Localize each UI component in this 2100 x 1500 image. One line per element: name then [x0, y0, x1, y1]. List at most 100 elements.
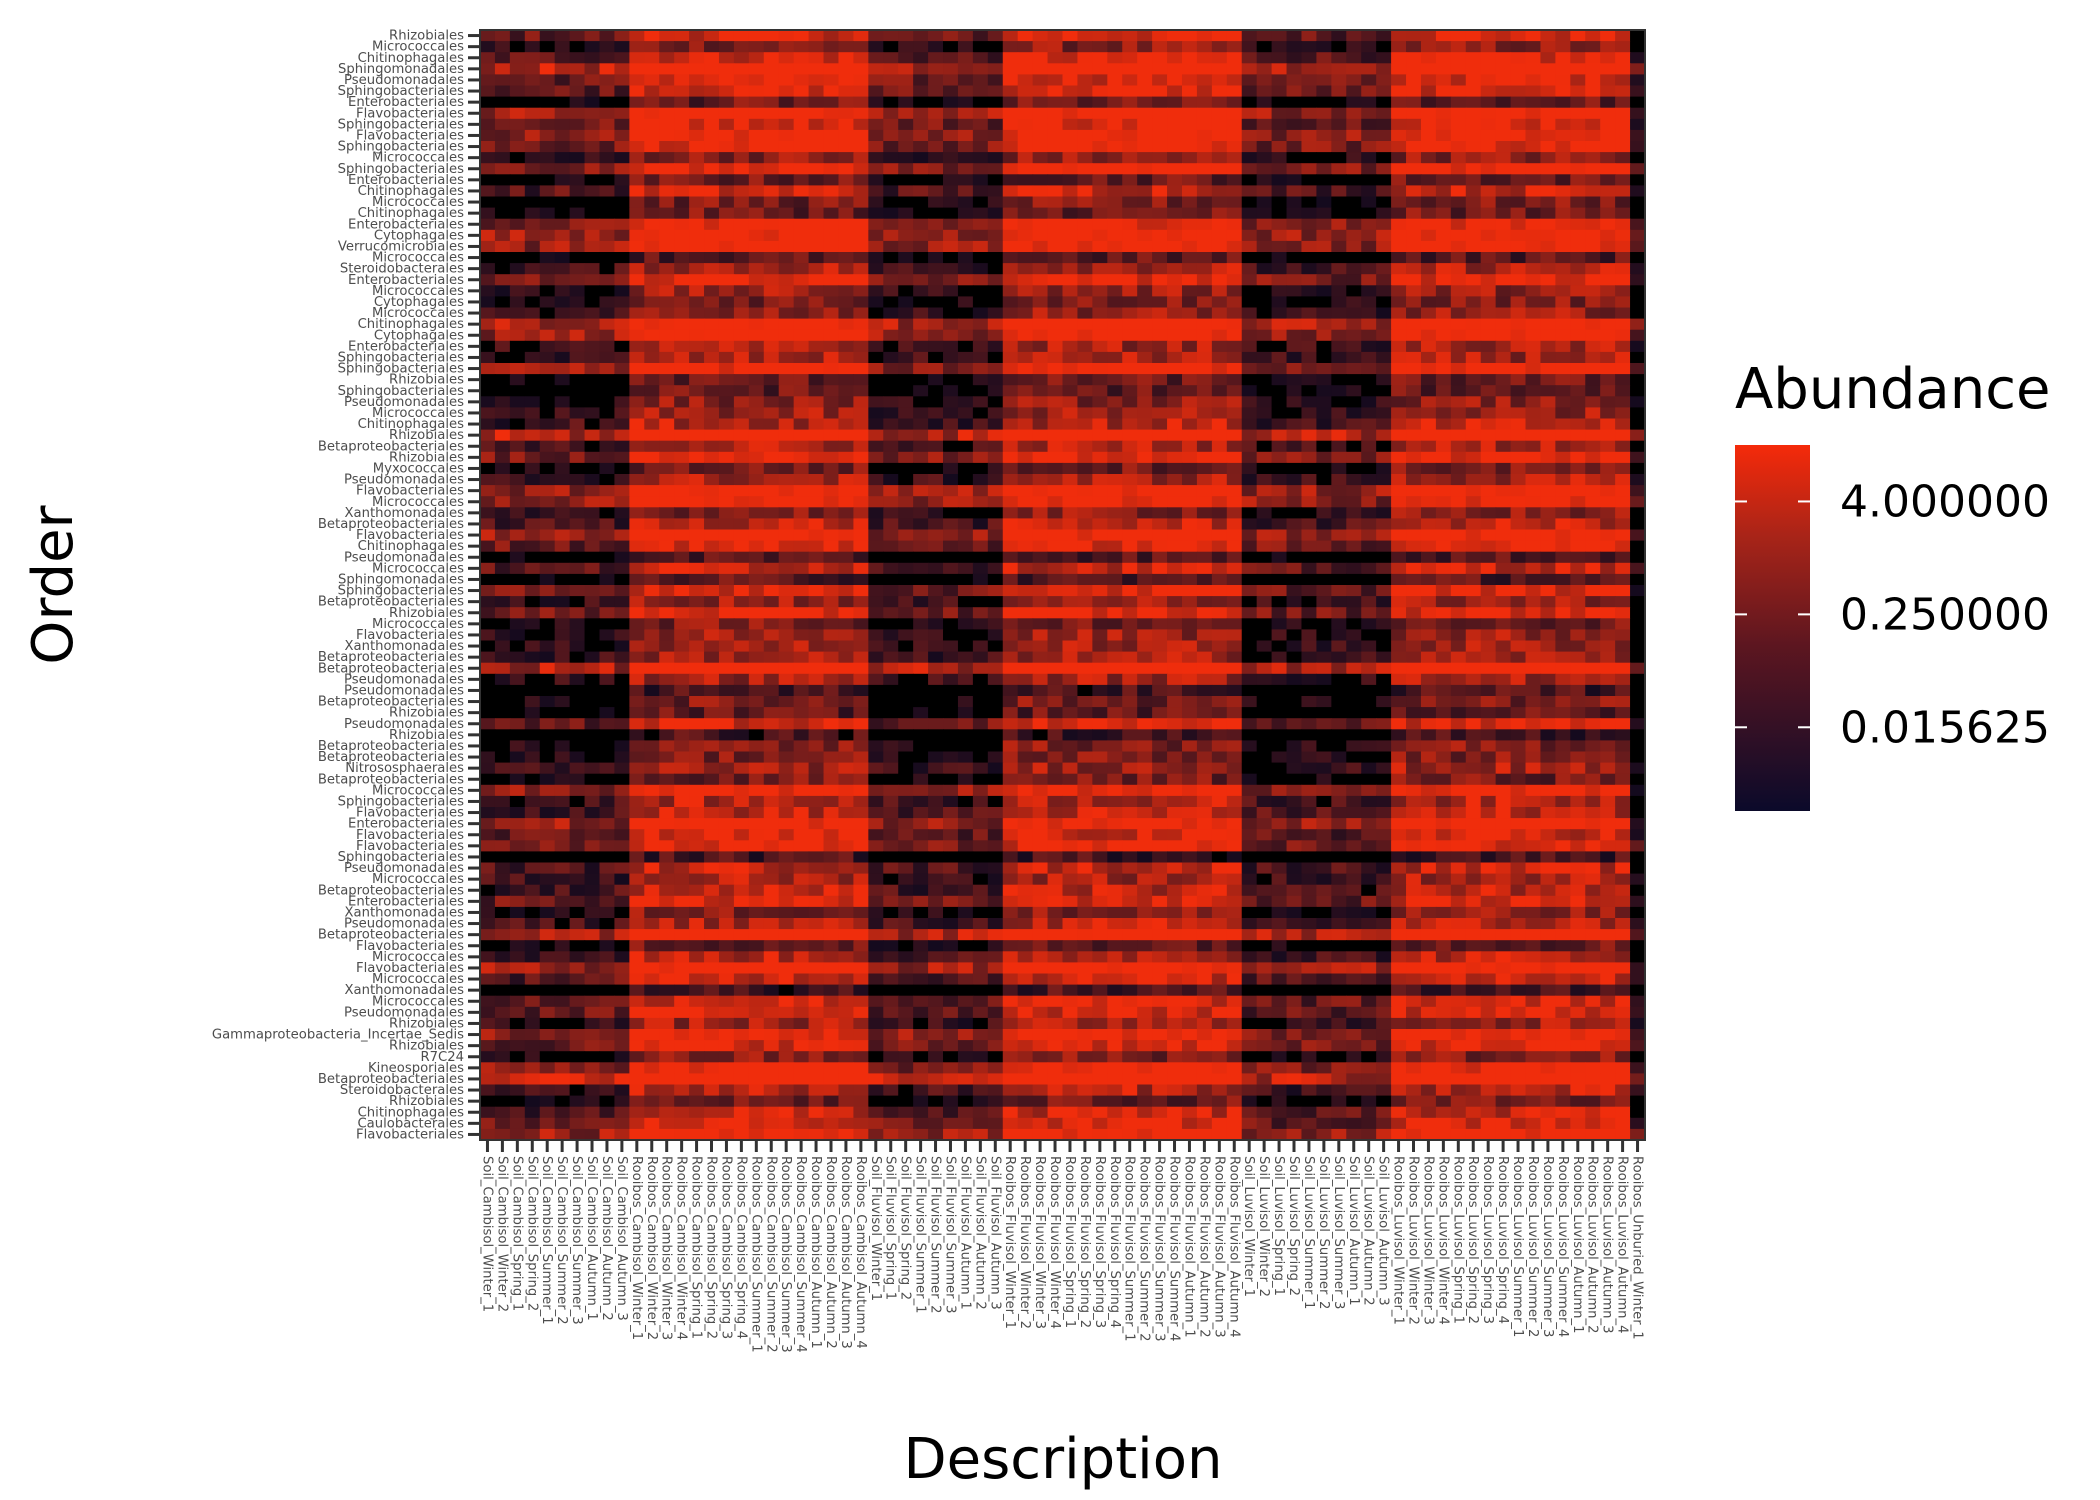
heatmap-cell: [524, 85, 541, 98]
heatmap-cell: [1167, 129, 1183, 142]
heatmap-cell: [1331, 174, 1347, 186]
heatmap-cell: [1196, 462, 1213, 475]
heatmap-cell: [1316, 174, 1332, 186]
heatmap-cell: [1316, 163, 1332, 175]
heatmap-cell: [1286, 396, 1303, 408]
heatmap-cell: [898, 363, 914, 375]
heatmap-cell: [480, 107, 496, 120]
heatmap-cell: [1092, 30, 1108, 42]
heatmap-cell: [1510, 485, 1527, 497]
heatmap-cell: [1420, 252, 1437, 264]
heatmap-cell: [748, 585, 765, 597]
heatmap-cell: [1361, 518, 1377, 531]
heatmap-cell: [1271, 263, 1288, 275]
heatmap-cell: [1032, 518, 1049, 531]
heatmap-cell: [539, 240, 556, 253]
heatmap-cell: [853, 529, 869, 542]
heatmap-cell: [1271, 640, 1288, 653]
heatmap-cell: [838, 129, 854, 142]
heatmap-cell: [928, 174, 944, 186]
heatmap-cell: [1286, 218, 1303, 231]
heatmap-cell: [704, 351, 720, 364]
heatmap-cell: [524, 307, 541, 320]
heatmap-cell: [928, 485, 944, 497]
heatmap-cell: [539, 152, 556, 164]
heatmap-cell: [599, 207, 616, 220]
heatmap-cell: [928, 385, 944, 397]
heatmap-cell: [1570, 152, 1586, 164]
heatmap-cell: [674, 396, 690, 408]
heatmap-cell: [1286, 640, 1303, 653]
heatmap-cell: [987, 496, 1004, 508]
heatmap-cell: [1555, 673, 1571, 686]
heatmap-cell: [1286, 618, 1303, 630]
heatmap-cell: [853, 307, 869, 320]
heatmap-cell: [599, 218, 616, 231]
heatmap-cell: [1346, 85, 1362, 98]
heatmap-cell: [629, 274, 645, 286]
heatmap-cell: [1211, 351, 1228, 364]
heatmap-cell: [1256, 118, 1273, 131]
heatmap-cell: [659, 52, 675, 64]
heatmap-cell: [883, 673, 899, 686]
heatmap-cell: [704, 451, 720, 464]
heatmap-cell: [509, 329, 526, 342]
heatmap-cell: [480, 196, 496, 209]
heatmap-cell: [972, 307, 989, 320]
heatmap-cell: [674, 596, 690, 608]
heatmap-cell: [1540, 651, 1556, 664]
heatmap-cell: [1032, 163, 1049, 175]
heatmap-cell: [1122, 41, 1138, 53]
heatmap-cell: [1256, 718, 1273, 730]
heatmap-cell: [1032, 662, 1049, 675]
heatmap-cell: [1271, 607, 1288, 619]
heatmap-cell: [1226, 462, 1243, 475]
heatmap-cell: [689, 385, 705, 397]
heatmap-cell: [494, 729, 511, 741]
heatmap-cell: [1167, 462, 1183, 475]
heatmap-cell: [1435, 196, 1452, 209]
heatmap-cell: [480, 307, 496, 320]
heatmap-cell: [838, 407, 854, 420]
heatmap-cell: [1450, 74, 1467, 87]
heatmap-cell: [1092, 263, 1108, 275]
heatmap-cell: [1271, 407, 1288, 420]
heatmap-cell: [1167, 207, 1183, 220]
heatmap-cell: [853, 418, 869, 431]
heatmap-cell: [733, 418, 750, 431]
heatmap-cell: [1301, 462, 1318, 475]
heatmap-cell: [1391, 41, 1407, 53]
heatmap-cell: [1630, 696, 1646, 708]
heatmap-cell: [689, 30, 705, 42]
heatmap-cell: [913, 640, 929, 653]
heatmap-cell: [1062, 30, 1079, 42]
heatmap-cell: [644, 240, 660, 253]
heatmap-cell: [1271, 118, 1288, 131]
heatmap-cell: [704, 74, 720, 87]
heatmap-cell: [1630, 474, 1646, 486]
heatmap-cell: [853, 229, 869, 242]
heatmap-cell: [1435, 729, 1452, 741]
heatmap-cell: [1510, 96, 1527, 109]
heatmap-cell: [599, 696, 616, 708]
heatmap-cell: [1107, 551, 1123, 564]
heatmap-cell: [539, 462, 556, 475]
heatmap-cell: [1226, 41, 1243, 53]
heatmap-cell: [868, 196, 884, 209]
heatmap-cell: [1465, 174, 1482, 186]
heatmap-cell: [1196, 596, 1213, 608]
heatmap-cell: [808, 440, 825, 453]
heatmap-cell: [1316, 263, 1332, 275]
heatmap-cell: [1241, 385, 1258, 397]
heatmap-cell: [718, 296, 735, 309]
heatmap-cell: [1346, 696, 1362, 708]
heatmap-cell: [928, 562, 944, 575]
heatmap-cell: [1540, 229, 1556, 242]
heatmap-cell: [554, 307, 571, 320]
heatmap-cell: [659, 307, 675, 320]
heatmap-cell: [1555, 651, 1571, 664]
heatmap-cell: [883, 107, 899, 120]
heatmap-cell: [808, 307, 825, 320]
heatmap-cell: [913, 129, 929, 142]
heatmap-cell: [1226, 363, 1243, 375]
